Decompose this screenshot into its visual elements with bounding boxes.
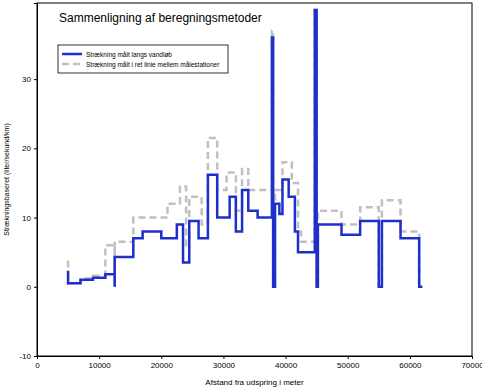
- x-tick-label: 20000: [151, 361, 174, 370]
- x-tick: 50000: [337, 356, 360, 370]
- x-tick-label: 40000: [275, 361, 298, 370]
- y-tick-mark: [34, 148, 37, 149]
- legend-label: Strækning målt langs vandløb: [86, 51, 172, 59]
- y-tick: -10: [19, 352, 37, 361]
- x-tick-label: 60000: [399, 361, 422, 370]
- x-tick-mark: [99, 356, 100, 359]
- x-tick: 20000: [151, 356, 174, 370]
- legend-label: Strækning målt i ret linie mellem målest…: [86, 61, 220, 69]
- y-tick-label: -10: [19, 352, 31, 361]
- legend-swatch: [62, 53, 82, 56]
- x-tick: 40000: [275, 356, 298, 370]
- x-tick: 0: [35, 356, 40, 370]
- series-line: [68, 10, 422, 287]
- y-tick: 30: [22, 75, 37, 84]
- x-tick-label: 10000: [89, 361, 112, 370]
- legend-swatch: [62, 63, 82, 66]
- x-axis-title: Afstand fra udspring i meter: [205, 378, 304, 387]
- y-tick-label: 0: [27, 283, 32, 292]
- y-tick-label: 30: [22, 75, 31, 84]
- y-tick-mark: [34, 356, 37, 357]
- chart-title: Sammenligning af beregningsmetoder: [59, 11, 262, 25]
- y-tick-mark: [34, 287, 37, 288]
- x-tick-label: 70000: [461, 361, 482, 370]
- y-tick: 0: [27, 283, 37, 292]
- x-axis: 0 10000 20000 30000 40000 50000 60000 70000: [35, 356, 482, 370]
- x-axis-line: [38, 357, 473, 360]
- y-tick: 10: [22, 214, 37, 223]
- y-axis-line: [34, 4, 38, 357]
- x-tick-label: 30000: [213, 361, 236, 370]
- plot-frame: [37, 3, 472, 356]
- x-tick-mark: [348, 356, 349, 359]
- y-axis: -10 0 10 20 30: [19, 4, 37, 362]
- plot-area: [68, 10, 422, 287]
- x-tick: 60000: [399, 356, 422, 370]
- x-tick-mark: [286, 356, 287, 359]
- y-axis-title: Strækningsbaseret (liter/sekund/km): [3, 123, 11, 235]
- y-tick-mark: [34, 218, 37, 219]
- y-tick-mark: [34, 79, 37, 80]
- legend: Strækning målt langs vandløb Strækning må…: [58, 45, 228, 73]
- y-tick: 20: [22, 144, 37, 153]
- x-tick-label: 0: [35, 361, 40, 370]
- x-tick-mark: [472, 356, 473, 359]
- x-tick: 30000: [213, 356, 236, 370]
- x-tick-mark: [410, 356, 411, 359]
- x-tick-mark: [223, 356, 224, 359]
- y-tick-label: 10: [22, 214, 31, 223]
- legend-box: [58, 45, 228, 73]
- x-tick: 10000: [89, 356, 112, 370]
- y-tick-label: 20: [22, 144, 31, 153]
- chart: 0 10000 20000 30000 40000 50000 60000 70000 -10 0…: [0, 0, 482, 390]
- x-tick: 70000: [461, 356, 482, 370]
- x-tick-label: 50000: [337, 361, 360, 370]
- x-tick-mark: [161, 356, 162, 359]
- series-line: [68, 10, 422, 287]
